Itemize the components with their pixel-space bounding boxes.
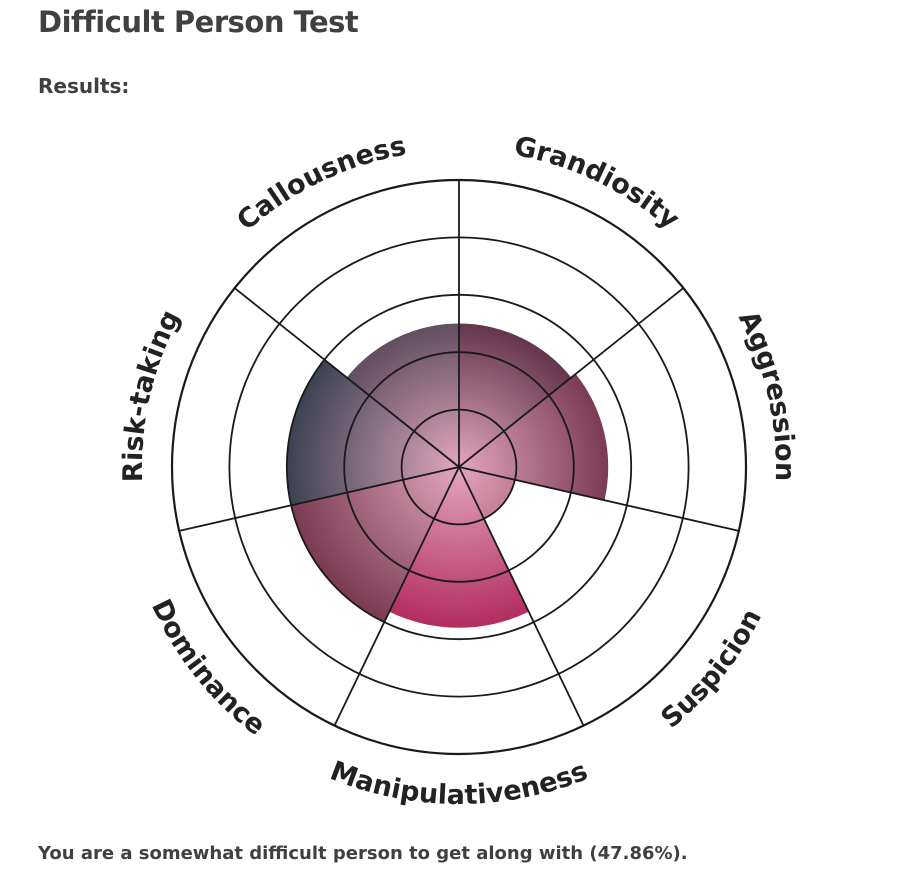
sector-aggression xyxy=(459,373,609,501)
label-risk-taking: Risk-taking xyxy=(118,305,187,482)
grid-spoke xyxy=(234,287,460,468)
grid-spoke xyxy=(458,466,740,532)
page-title: Difficult Person Test xyxy=(38,5,359,39)
results-label: Results: xyxy=(38,74,130,98)
grid-spoke xyxy=(458,287,684,468)
sector-risk-taking xyxy=(286,359,459,506)
sector-callousness xyxy=(346,323,459,467)
sector-manipulativeness xyxy=(389,467,529,628)
result-summary: You are a somewhat difficult person to g… xyxy=(38,843,688,864)
label-callousness: Callousness xyxy=(231,131,408,237)
grid-spoke xyxy=(178,466,460,532)
grid-spoke xyxy=(333,466,460,726)
label-aggression: Aggression xyxy=(732,306,800,481)
sector-grandiosity xyxy=(459,323,572,467)
label-grandiosity: Grandiosity xyxy=(512,131,686,236)
grid-spokes xyxy=(178,180,740,726)
label-dominance: Dominance xyxy=(145,594,271,741)
label-manipulativeness: Manipulativeness xyxy=(326,756,592,812)
grid-spoke xyxy=(458,466,585,726)
label-suspicion: Suspicion xyxy=(655,604,767,734)
